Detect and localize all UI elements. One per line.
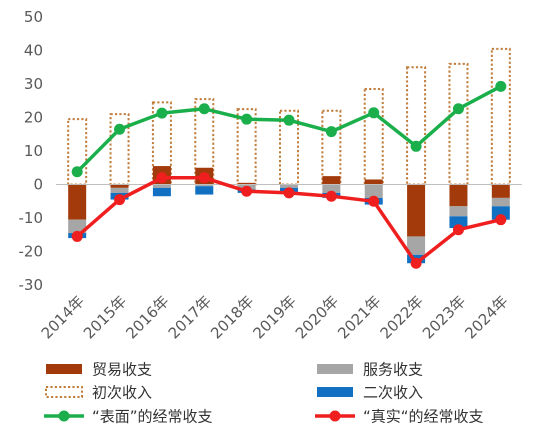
bar-services — [449, 206, 468, 217]
x-tick-label: 2022年 — [377, 292, 427, 342]
point-real-current-account — [71, 230, 83, 242]
y-tick-label: -30 — [19, 276, 44, 294]
y-tick-label: 30 — [24, 75, 43, 93]
y-tick-label: -10 — [19, 209, 44, 227]
point-surface-current-account — [241, 113, 253, 125]
bar-primary-income — [490, 47, 511, 186]
bar-trade — [68, 184, 87, 220]
legend-item: 初次收入 — [45, 384, 152, 402]
y-tick-label: 0 — [33, 176, 43, 194]
point-surface-current-account — [368, 107, 380, 119]
bar-secondary-income — [195, 186, 214, 195]
point-real-current-account — [156, 172, 168, 184]
y-axis: -30 -20 -10 0 10 20 30 40 50 — [19, 8, 44, 294]
legend-swatch — [317, 387, 353, 397]
bar-primary-income — [406, 66, 427, 186]
point-surface-current-account — [156, 107, 168, 119]
legend-item: 服务收支 — [317, 361, 423, 379]
bar-services — [68, 219, 87, 234]
x-tick-label: 2020年 — [292, 292, 342, 342]
x-tick-label: 2023年 — [419, 292, 469, 342]
legend-label: 贸易收支 — [92, 361, 152, 379]
bar-primary-income — [194, 98, 215, 186]
lines-layer — [71, 80, 507, 269]
bar-services — [195, 184, 214, 187]
bar-primary-income — [363, 88, 384, 186]
bar-primary-income — [151, 101, 172, 186]
x-tick-label: 2017年 — [165, 292, 215, 342]
bar-trade — [407, 184, 426, 237]
bar-secondary-income — [152, 187, 171, 197]
legend-item: “表面”的经常收支 — [44, 408, 213, 426]
point-surface-current-account — [495, 80, 507, 92]
point-real-current-account — [325, 190, 337, 202]
legend-swatch-marker — [329, 410, 341, 422]
x-tick-label: 2019年 — [249, 292, 299, 342]
y-tick-label: 20 — [24, 109, 43, 127]
x-tick-label: 2015年 — [80, 292, 130, 342]
bar-primary-income — [448, 62, 469, 186]
point-real-current-account — [283, 187, 295, 199]
point-surface-current-account — [325, 126, 337, 138]
bar-services — [152, 184, 171, 188]
legend-label: 服务收支 — [363, 361, 423, 379]
legend-label: “真实“的经常收支 — [363, 408, 484, 426]
x-axis: 2014年2015年2016年2017年2018年2019年2020年2021年… — [38, 292, 512, 342]
bar-secondary-income — [491, 206, 510, 220]
legend-item: 贸易收支 — [46, 361, 152, 379]
bar-trade — [491, 184, 510, 198]
y-tick-label: 50 — [24, 8, 43, 26]
point-real-current-account — [410, 257, 422, 269]
y-tick-label: -20 — [19, 243, 44, 261]
x-tick-label: 2016年 — [122, 292, 172, 342]
legend-label: 初次收入 — [92, 384, 152, 402]
bar-secondary-income — [449, 216, 468, 229]
legend-swatch — [46, 364, 82, 374]
bar-trade — [322, 176, 341, 185]
point-surface-current-account — [452, 103, 464, 115]
bar-services — [491, 197, 510, 207]
bar-services — [322, 184, 341, 193]
legend-swatch — [317, 364, 353, 374]
x-tick-label: 2024年 — [461, 292, 511, 342]
point-surface-current-account — [410, 140, 422, 152]
x-tick-label: 2018年 — [207, 292, 257, 342]
point-surface-current-account — [114, 123, 126, 135]
legend-item: “真实“的经常收支 — [315, 408, 484, 426]
point-real-current-account — [368, 195, 380, 207]
point-real-current-account — [241, 185, 253, 197]
y-tick-label: 10 — [24, 142, 43, 160]
x-tick-label: 2021年 — [334, 292, 384, 342]
bar-trade — [110, 184, 129, 188]
bar-primary-income — [279, 109, 299, 186]
point-surface-current-account — [71, 166, 83, 178]
y-tick-label: 40 — [24, 42, 43, 60]
bar-trade — [364, 179, 383, 185]
bar-trade — [449, 184, 468, 207]
x-tick-label: 2014年 — [38, 292, 88, 342]
point-real-current-account — [452, 224, 464, 236]
bar-primary-income — [67, 118, 88, 186]
point-real-current-account — [198, 172, 210, 184]
bar-trade — [237, 182, 256, 185]
line-surface-current-account — [75, 84, 502, 174]
legend-item: 二次收入 — [317, 384, 423, 402]
point-real-current-account — [495, 214, 507, 226]
legend-label: 二次收入 — [363, 384, 423, 402]
bars-layer — [67, 47, 511, 264]
legend-label: “表面”的经常收支 — [92, 408, 213, 426]
bar-services — [364, 184, 383, 198]
bar-primary-income — [321, 109, 342, 186]
legend-swatch — [45, 386, 83, 398]
point-surface-current-account — [283, 114, 295, 126]
bar-services — [280, 184, 298, 188]
point-surface-current-account — [198, 103, 210, 115]
bar-services — [407, 236, 426, 255]
point-real-current-account — [114, 194, 126, 206]
bar-services — [110, 187, 129, 193]
legend-swatch-marker — [58, 410, 70, 422]
